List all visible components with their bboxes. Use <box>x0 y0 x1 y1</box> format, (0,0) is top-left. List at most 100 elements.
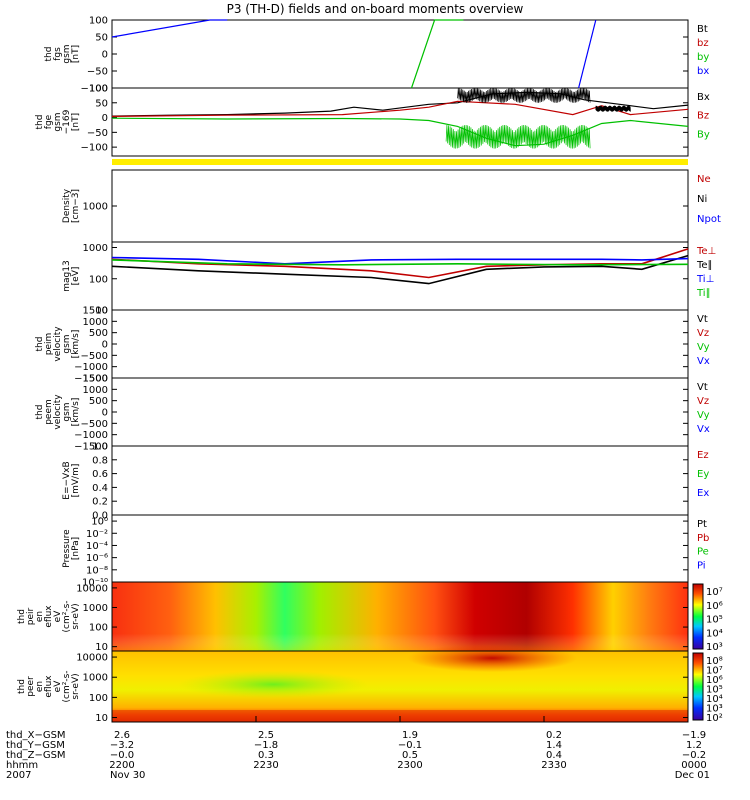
footer-value: 2200 <box>109 760 134 771</box>
legend-entry: Bz <box>697 111 709 122</box>
panel-fge-gsm: 100 50 0 −50 −100 thd fge gsm −169 [nT] Bx Bz By <box>35 84 710 157</box>
y-tick-label: −1000 <box>74 430 108 441</box>
panel-density: 1000 Density [cm−3] Ne Ni Npot <box>62 169 721 243</box>
colorbar-label: 10⁴ <box>706 694 723 705</box>
y-tick-label: 1000 <box>83 202 108 213</box>
quality-flag-bar <box>112 159 688 165</box>
y-axis-label: thd <box>17 679 27 694</box>
footer-value: 2300 <box>397 760 422 771</box>
colorbar-scale <box>692 583 704 650</box>
legend-entry: Ne <box>697 174 711 185</box>
y-tick-label: 10⁻⁴ <box>86 541 108 552</box>
y-tick-label: −50 <box>87 128 108 139</box>
y-tick-label: −100 <box>81 143 108 154</box>
y-tick-label: 1000 <box>83 385 108 396</box>
y-axis-label: en <box>35 611 45 622</box>
footer-value: 2.6 <box>114 730 130 741</box>
series-line-temperature-Ti <box>111 259 689 266</box>
legend-entry: Te∥ <box>696 260 713 271</box>
y-tick-label: −500 <box>81 419 108 430</box>
y-axis-label: [km/s] <box>71 330 81 359</box>
y-tick-label: 500 <box>89 396 108 407</box>
y-tick-label: 10 <box>95 642 108 653</box>
y-axis-label: velocity <box>53 326 63 362</box>
footer-value: 2330 <box>541 760 566 771</box>
y-tick-label: −500 <box>81 351 108 362</box>
panel-frame <box>111 514 689 583</box>
y-axis-label: −169 <box>62 109 72 134</box>
series-line-temperature-Te <box>111 254 689 285</box>
panel-frame <box>111 241 689 311</box>
footer-value: −0.1 <box>398 740 422 751</box>
legend-entry: Bx <box>697 92 710 103</box>
footer-value: −0.0 <box>110 750 134 761</box>
colorbar-label: 10⁵ <box>706 685 723 696</box>
y-axis-label: velocity <box>53 394 63 430</box>
y-tick-label: 10000 <box>76 653 108 664</box>
y-axis-label: [cm−3] <box>71 189 81 223</box>
colorbar-label: 10³ <box>706 642 723 653</box>
y-axis-label: fge <box>44 114 54 129</box>
legend-entry: Pt <box>697 519 707 530</box>
y-axis-label: (cm²-s- <box>62 600 72 632</box>
y-tick-label: 100 <box>89 84 108 95</box>
y-axis-label: sr-eV) <box>71 603 81 629</box>
y-axis-label: thd <box>35 337 45 352</box>
legend-entry: Bt <box>697 24 708 35</box>
colorbar-label: 10⁷ <box>706 587 723 598</box>
y-tick-label: −1500 <box>74 442 108 453</box>
y-tick-label: 0 <box>102 50 108 61</box>
legend-entry: Pe <box>697 547 709 558</box>
panel-efield: 1.0 0.8 0.6 0.4 0.2 0.0 E=−VxB [mV/m] Ez Ey Ex <box>62 442 709 522</box>
colorbar-label: 10⁷ <box>706 666 723 677</box>
y-axis-label: gsm <box>62 402 72 421</box>
y-tick-label: 0.2 <box>92 497 108 508</box>
legend-entry: Pb <box>697 533 709 544</box>
y-axis-label: peir <box>26 607 36 625</box>
footer-value: 2.5 <box>258 730 274 741</box>
y-tick-label: 10000 <box>76 583 108 594</box>
colorbar-label: 10² <box>706 713 723 724</box>
footer-value: 0.5 <box>402 750 418 761</box>
y-tick-label: 10⁻⁶ <box>86 553 108 564</box>
y-axis-label: fgs <box>53 47 63 61</box>
y-axis-label: [eV] <box>71 267 81 286</box>
fge-bx-fluctuation-late <box>595 105 631 112</box>
y-tick-label: 1000 <box>83 243 108 254</box>
colorbar-scale <box>692 652 704 721</box>
y-tick-label: 10 <box>95 713 108 724</box>
legend-entry: Vy <box>697 410 710 421</box>
electron-spectrogram-low-flux <box>178 670 369 699</box>
y-axis-label: thd <box>44 47 54 62</box>
footer-value: Nov 30 <box>110 770 145 781</box>
y-axis-label: peem <box>44 399 54 425</box>
y-tick-label: 50 <box>95 33 108 44</box>
panel-frame <box>111 309 689 379</box>
y-tick-label: 50 <box>95 98 108 109</box>
footer-row-label: thd_X−GSM <box>6 730 66 741</box>
y-tick-label: 1500 <box>83 374 108 385</box>
legend-entry: Vz <box>697 396 709 407</box>
panel-frame <box>111 169 689 243</box>
y-axis-label: gsm <box>53 112 63 131</box>
y-tick-label: −1000 <box>74 362 108 373</box>
y-axis-label: eflux <box>44 605 54 628</box>
y-tick-label: −50 <box>87 67 108 78</box>
panel-frame <box>111 87 689 157</box>
legend-entry: Ex <box>697 488 709 499</box>
y-axis-label: mag13 <box>62 260 72 291</box>
y-tick-label: 1000 <box>83 603 108 614</box>
y-tick-label: 1.0 <box>92 442 108 453</box>
footer-value: −1.9 <box>682 730 706 741</box>
y-tick-label: 0 <box>102 408 108 419</box>
series-line-temperature-Ti <box>111 256 689 265</box>
y-tick-label: 0.0 <box>92 511 108 522</box>
y-tick-label: 1000 <box>83 673 108 684</box>
legend-entry: Vt <box>697 314 708 325</box>
y-axis-label: [nT] <box>71 45 81 63</box>
y-tick-label: 0.8 <box>92 455 108 466</box>
y-axis-label: (cm²-s- <box>62 670 72 702</box>
y-tick-label: 1000 <box>83 317 108 328</box>
